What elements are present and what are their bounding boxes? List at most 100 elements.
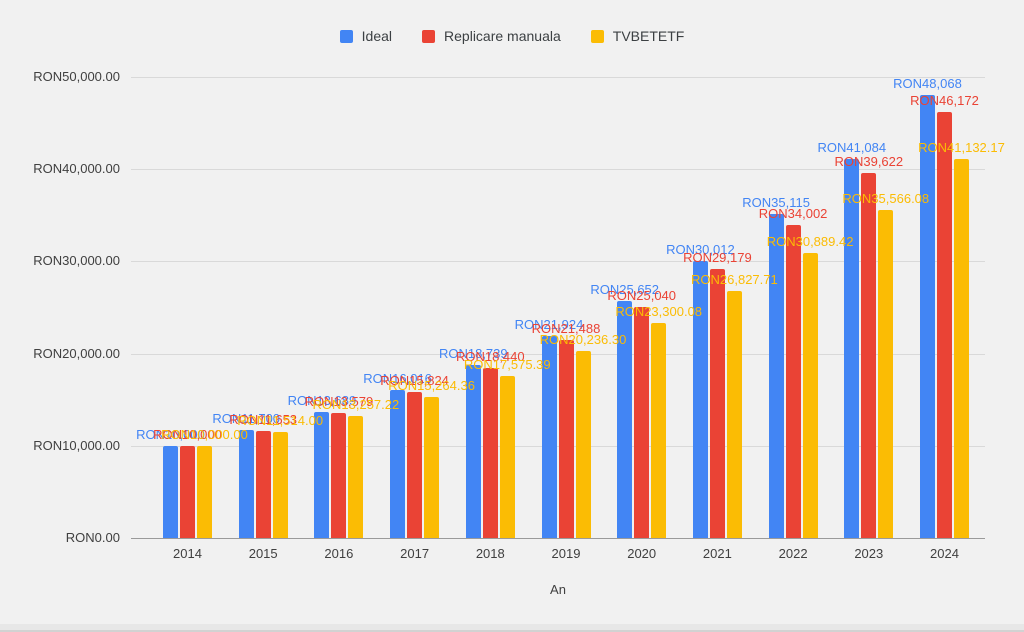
bar-value-label: RON30,889.42 bbox=[766, 234, 854, 250]
bar-replicare-manuala-2024 bbox=[937, 112, 952, 538]
bar-tvbetetf-2021 bbox=[726, 290, 742, 538]
legend-swatch-replicare-manuala-icon bbox=[422, 29, 436, 43]
bar-tvbetetf-2024 bbox=[954, 158, 969, 538]
bar-value-label: RON21,488 bbox=[531, 320, 601, 336]
x-tick-label: 2018 bbox=[475, 546, 505, 561]
legend-swatch-tvbetetf-icon bbox=[590, 29, 604, 43]
gridline bbox=[131, 261, 985, 262]
bar-ideal-2015 bbox=[238, 430, 254, 538]
bar-value-label: RON18,739 bbox=[438, 346, 508, 362]
bar-replicare-manuala-2015 bbox=[255, 430, 271, 538]
bar-replicare-manuala-2022 bbox=[785, 224, 801, 538]
bar-value-label: RON15,824 bbox=[380, 373, 449, 389]
bar-ideal-2017 bbox=[390, 390, 406, 538]
x-axis-title: An bbox=[550, 582, 566, 597]
bar-value-label: RON35,566.08 bbox=[842, 191, 930, 207]
chart-legend: Ideal Replicare manuala TVBETETF bbox=[0, 28, 1024, 44]
bar-ideal-2022 bbox=[768, 214, 784, 538]
bottom-edge bbox=[0, 624, 1024, 632]
x-tick-label: 2024 bbox=[930, 546, 959, 561]
x-tick-label: 2016 bbox=[324, 546, 354, 561]
bar-tvbetetf-2015 bbox=[272, 431, 288, 538]
bar-value-label: RON35,115 bbox=[742, 195, 810, 211]
bar-ideal-2018 bbox=[465, 365, 481, 538]
bar-replicare-manuala-2023 bbox=[861, 172, 877, 538]
x-tick-label: 2020 bbox=[627, 546, 657, 561]
bar-value-label: RON25,652 bbox=[590, 282, 660, 298]
bar-value-label: RON13,257.22 bbox=[312, 396, 400, 412]
gridline bbox=[131, 446, 985, 447]
x-tick-label: 2017 bbox=[400, 546, 430, 561]
bar-value-label: RON41,084 bbox=[817, 140, 887, 156]
bar-tvbetetf-2014 bbox=[197, 445, 212, 538]
legend-item-tvbetetf: TVBETETF bbox=[590, 28, 685, 44]
bar-value-label: RON15,264.36 bbox=[388, 378, 475, 394]
bar-value-label: RON23,300.08 bbox=[615, 304, 703, 320]
bar-replicare-manuala-2016 bbox=[331, 412, 347, 538]
bar-value-label: RON39,622 bbox=[834, 153, 904, 169]
bar-tvbetetf-2020 bbox=[651, 323, 667, 538]
bar-ideal-2020 bbox=[617, 301, 633, 538]
bar-value-label: RON11,653 bbox=[229, 411, 298, 427]
bar-tvbetetf-2022 bbox=[802, 253, 818, 538]
bar-value-label: RON10,000 bbox=[153, 426, 222, 442]
x-tick-label: 2022 bbox=[778, 546, 808, 561]
bar-replicare-manuala-2014 bbox=[180, 445, 195, 538]
bar-value-label: RON10,000.00 bbox=[161, 426, 248, 442]
bar-tvbetetf-2017 bbox=[424, 397, 440, 538]
x-axis-line bbox=[131, 538, 985, 539]
legend-label-tvbetetf: TVBETETF bbox=[612, 28, 685, 44]
bar-replicare-manuala-2020 bbox=[634, 307, 650, 538]
y-tick-label: RON30,000.00 bbox=[33, 253, 120, 268]
legend-swatch-ideal-icon bbox=[339, 29, 353, 43]
y-tick-label: RON10,000.00 bbox=[33, 438, 120, 453]
y-tick-label: RON20,000.00 bbox=[33, 346, 120, 361]
legend-item-ideal: Ideal bbox=[339, 28, 393, 44]
bar-value-label: RON21,924 bbox=[514, 316, 584, 332]
bar-value-label: RON46,172 bbox=[910, 93, 979, 109]
bar-value-label: RON29,179 bbox=[683, 249, 752, 265]
bar-value-label: RON48,068 bbox=[893, 75, 962, 91]
y-tick-label: RON50,000.00 bbox=[33, 69, 120, 84]
legend-label-replicare-manuala: Replicare manuala bbox=[444, 28, 561, 44]
bar-replicare-manuala-2019 bbox=[558, 339, 574, 538]
bar-ideal-2023 bbox=[844, 159, 860, 538]
x-tick-label: 2023 bbox=[854, 546, 884, 561]
bar-value-label: RON20,236.30 bbox=[539, 332, 627, 348]
gridline bbox=[131, 169, 985, 170]
bar-value-label: RON41,132.17 bbox=[918, 139, 1005, 155]
gridline bbox=[131, 77, 985, 78]
bar-replicare-manuala-2017 bbox=[407, 392, 423, 538]
x-tick-label: 2021 bbox=[702, 546, 732, 561]
bar-value-label: RON25,040 bbox=[607, 288, 677, 304]
bar-value-label: RON13,689 bbox=[287, 392, 357, 408]
bar-value-label: RON34,002 bbox=[758, 205, 828, 221]
bar-tvbetetf-2019 bbox=[575, 351, 591, 538]
y-tick-label: RON40,000.00 bbox=[33, 161, 120, 176]
bar-value-label: RON16,016 bbox=[363, 371, 432, 387]
legend-label-ideal: Ideal bbox=[361, 28, 393, 44]
bar-value-label: RON30,012 bbox=[666, 242, 735, 258]
bar-value-label: RON13,579 bbox=[304, 393, 374, 409]
bar-ideal-2024 bbox=[920, 94, 935, 538]
x-tick-label: 2019 bbox=[551, 546, 581, 561]
bar-value-label: RON26,827.71 bbox=[691, 271, 778, 287]
bar-tvbetetf-2016 bbox=[348, 415, 364, 538]
bar-replicare-manuala-2018 bbox=[482, 367, 498, 538]
x-tick-label: 2014 bbox=[173, 546, 202, 561]
bar-value-label: RON11,514.00 bbox=[237, 412, 324, 428]
bar-ideal-2016 bbox=[314, 411, 330, 538]
bar-tvbetetf-2023 bbox=[878, 210, 894, 538]
bar-value-label: RON11,700 bbox=[212, 411, 281, 427]
bar-value-label: RON18,440 bbox=[455, 348, 525, 364]
gridline bbox=[131, 354, 985, 355]
bar-value-label: RON10,000 bbox=[136, 426, 205, 442]
bar-ideal-2014 bbox=[163, 445, 178, 538]
bar-ideal-2021 bbox=[692, 261, 708, 538]
bar-replicare-manuala-2021 bbox=[709, 268, 725, 538]
legend-item-replicare-manuala: Replicare manuala bbox=[422, 28, 561, 44]
bar-value-label: RON17,575.39 bbox=[463, 356, 551, 372]
bar-tvbetetf-2018 bbox=[499, 375, 515, 538]
bar-ideal-2019 bbox=[541, 335, 557, 538]
